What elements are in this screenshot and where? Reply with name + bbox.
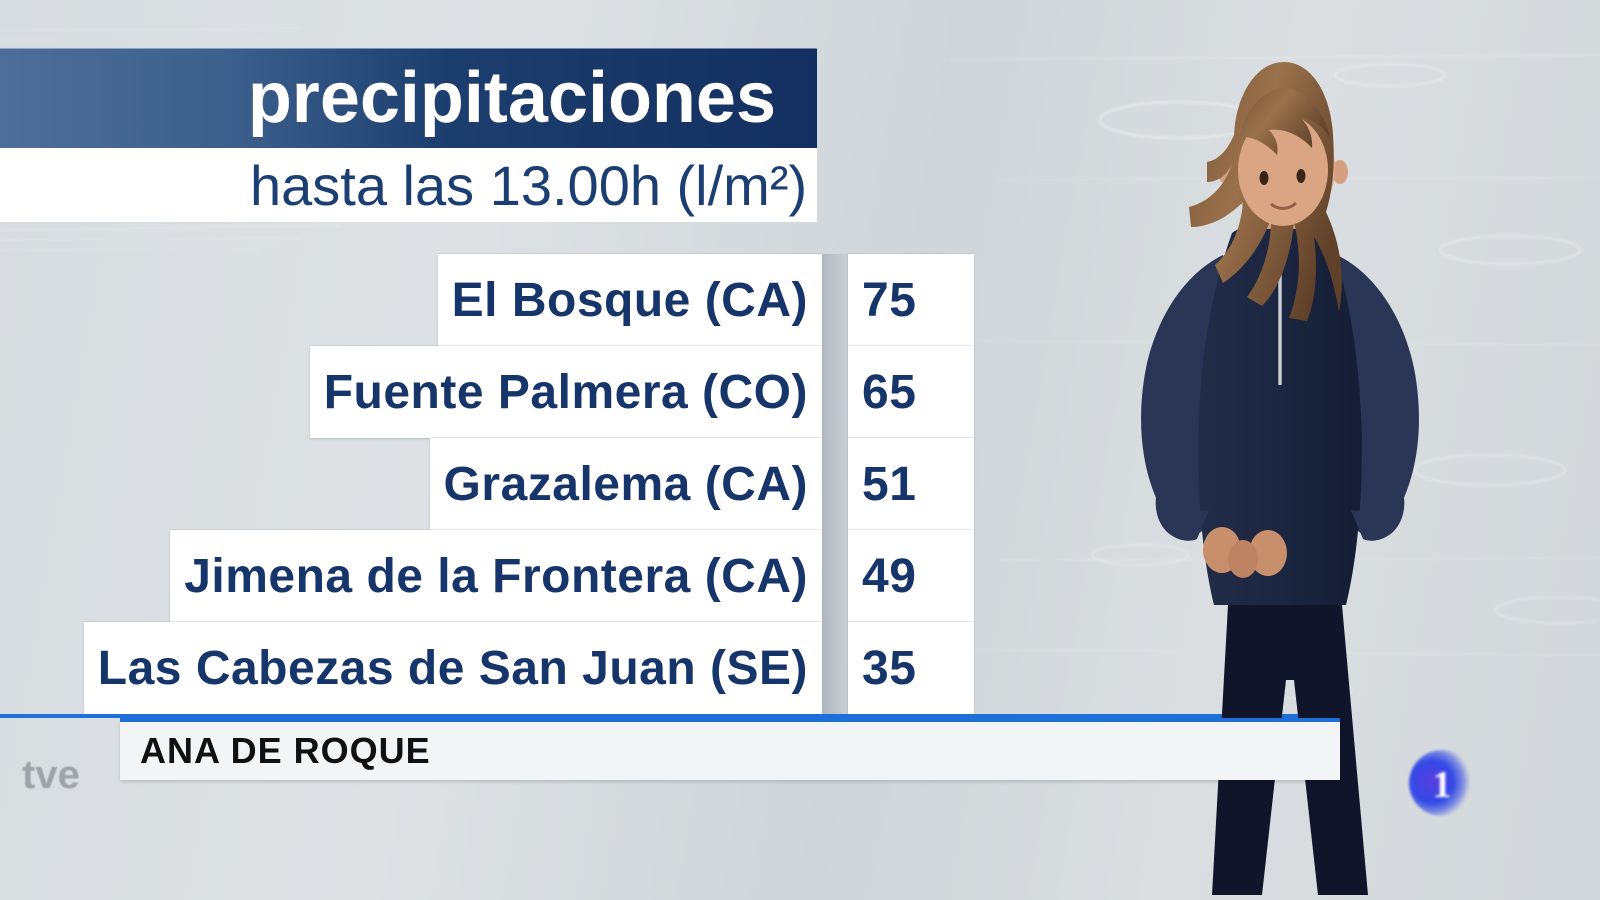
svg-text:1: 1 xyxy=(1433,764,1452,806)
